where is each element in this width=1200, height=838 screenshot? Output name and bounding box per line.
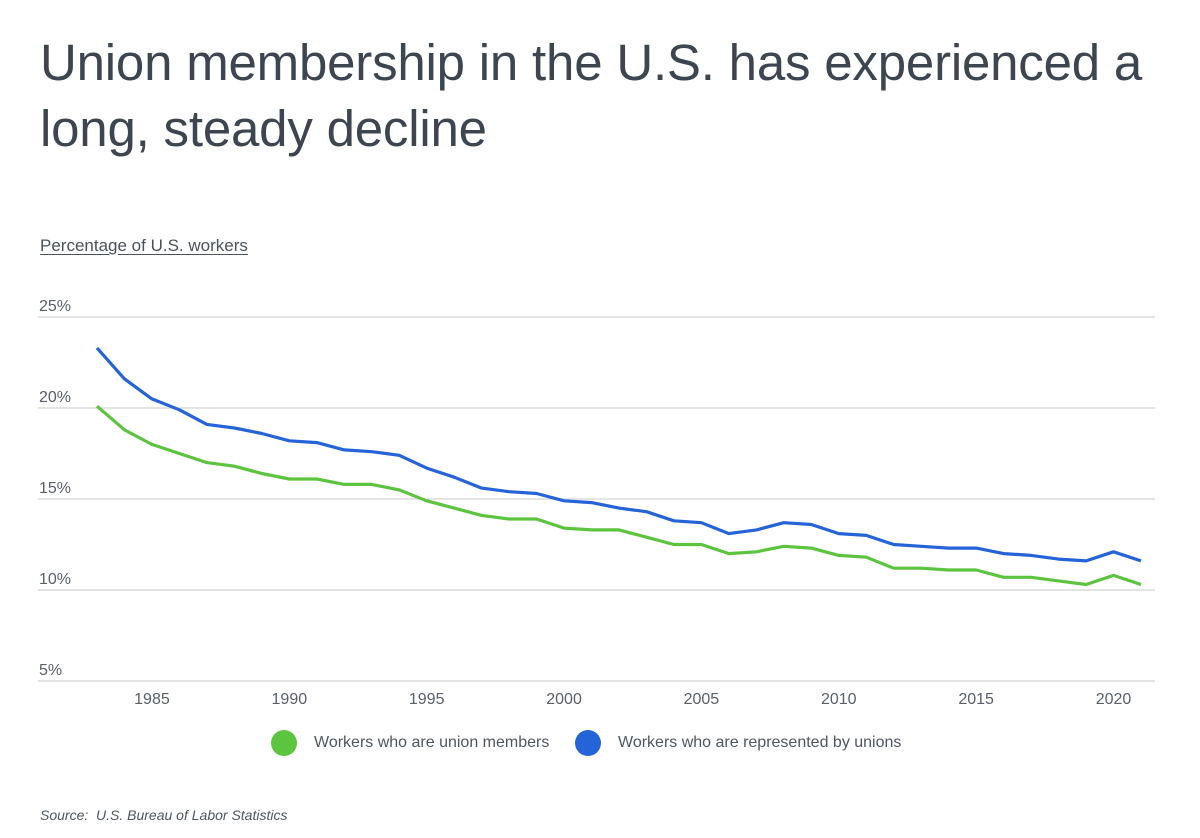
- y-axis-ticks: 25% 20% 15% 10% 5%: [39, 298, 71, 679]
- legend-label-members: Workers who are union members: [314, 734, 550, 751]
- gridlines: [38, 316, 1155, 682]
- y-tick-label: 15%: [39, 480, 71, 497]
- chart-title: Union membership in the U.S. has experie…: [40, 34, 1143, 157]
- legend-item-members[interactable]: Workers who are union members: [271, 730, 549, 756]
- y-tick-label: 5%: [39, 662, 62, 679]
- source-note: Source: U.S. Bureau of Labor Statistics: [40, 807, 288, 823]
- legend-marker-members: [271, 730, 297, 756]
- y-tick-label: 10%: [39, 571, 71, 588]
- x-tick-label: 1995: [409, 691, 445, 708]
- legend-marker-represented: [575, 730, 601, 756]
- x-axis-ticks: 1985 1990 1995 2000 2005 2010 2015 2020: [134, 691, 1131, 708]
- legend: Workers who are union members Workers wh…: [0, 730, 1200, 758]
- series-lines: [95, 346, 1142, 587]
- x-tick-label: 2020: [1096, 691, 1132, 708]
- series-line-members[interactable]: [95, 404, 1142, 587]
- x-tick-label: 2015: [958, 691, 994, 708]
- x-tick-label: 2000: [546, 691, 582, 708]
- line-chart: 25% 20% 15% 10% 5% 1985 1990 1995 2000 2005 2010 2…: [38, 298, 1155, 708]
- y-axis-title: Percentage of U.S. workers: [40, 236, 248, 255]
- x-tick-label: 1985: [134, 691, 170, 708]
- x-tick-label: 2010: [821, 691, 857, 708]
- x-tick-label: 2005: [684, 691, 720, 708]
- y-tick-label: 20%: [39, 389, 71, 406]
- series-line-represented[interactable]: [95, 346, 1142, 563]
- legend-label-represented: Workers who are represented by unions: [618, 734, 902, 751]
- legend-item-represented[interactable]: Workers who are represented by unions: [575, 730, 901, 756]
- x-tick-label: 1990: [272, 691, 308, 708]
- y-tick-label: 25%: [39, 298, 71, 315]
